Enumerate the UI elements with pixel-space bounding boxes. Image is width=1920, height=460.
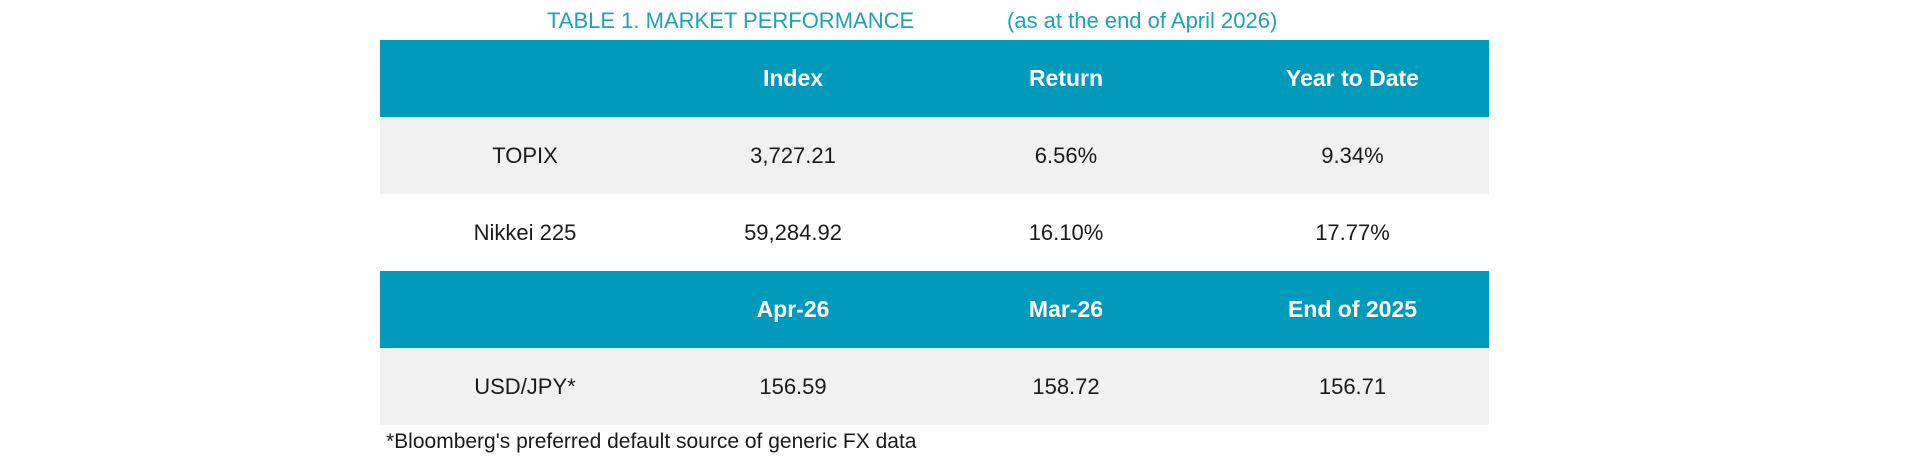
table-cell: 158.72 <box>1032 373 1100 399</box>
row-label: TOPIX <box>492 142 558 168</box>
row-label: Nikkei 225 <box>473 219 577 245</box>
table-cell: 9.34% <box>1321 142 1384 168</box>
row-label: USD/JPY* <box>474 373 576 399</box>
footnote: *Bloomberg's preferred default source of… <box>386 430 917 453</box>
header-cell-apr: Apr-26 <box>756 296 830 322</box>
table-row: USD/JPY* 156.59 158.72 156.71 <box>380 348 1489 425</box>
header-cell-return: Return <box>1028 65 1104 91</box>
table-cell: 156.71 <box>1318 373 1387 399</box>
table-title-date: (as at the end of April 2026) <box>1007 8 1278 33</box>
table-title-main: TABLE 1. MARKET PERFORMANCE <box>547 8 915 33</box>
header-cell-mar: Mar-26 <box>1028 296 1104 322</box>
table-row: TOPIX 3,727.21 6.56% 9.34% <box>380 117 1489 194</box>
header-cell-ytd: Year to Date <box>1286 65 1419 91</box>
table-header-row: Index Return Year to Date <box>380 40 1489 117</box>
header-cell-index: Index <box>762 65 824 91</box>
table-cell: 17.77% <box>1315 219 1390 245</box>
fx-header-row: Apr-26 Mar-26 End of 2025 <box>380 271 1489 348</box>
header-cell-end-2025: End of 2025 <box>1287 296 1418 322</box>
market-performance-table: Index Return Year to Date TOPIX 3,727.21… <box>380 40 1489 425</box>
table-cell: 156.59 <box>759 373 827 399</box>
table-row: Nikkei 225 59,284.92 16.10% 17.77% <box>380 194 1489 271</box>
table-cell: 3,727.21 <box>750 142 836 168</box>
table-cell: 59,284.92 <box>744 219 842 245</box>
table-cell: 16.10% <box>1028 219 1104 245</box>
table-cell: 6.56% <box>1034 142 1098 168</box>
